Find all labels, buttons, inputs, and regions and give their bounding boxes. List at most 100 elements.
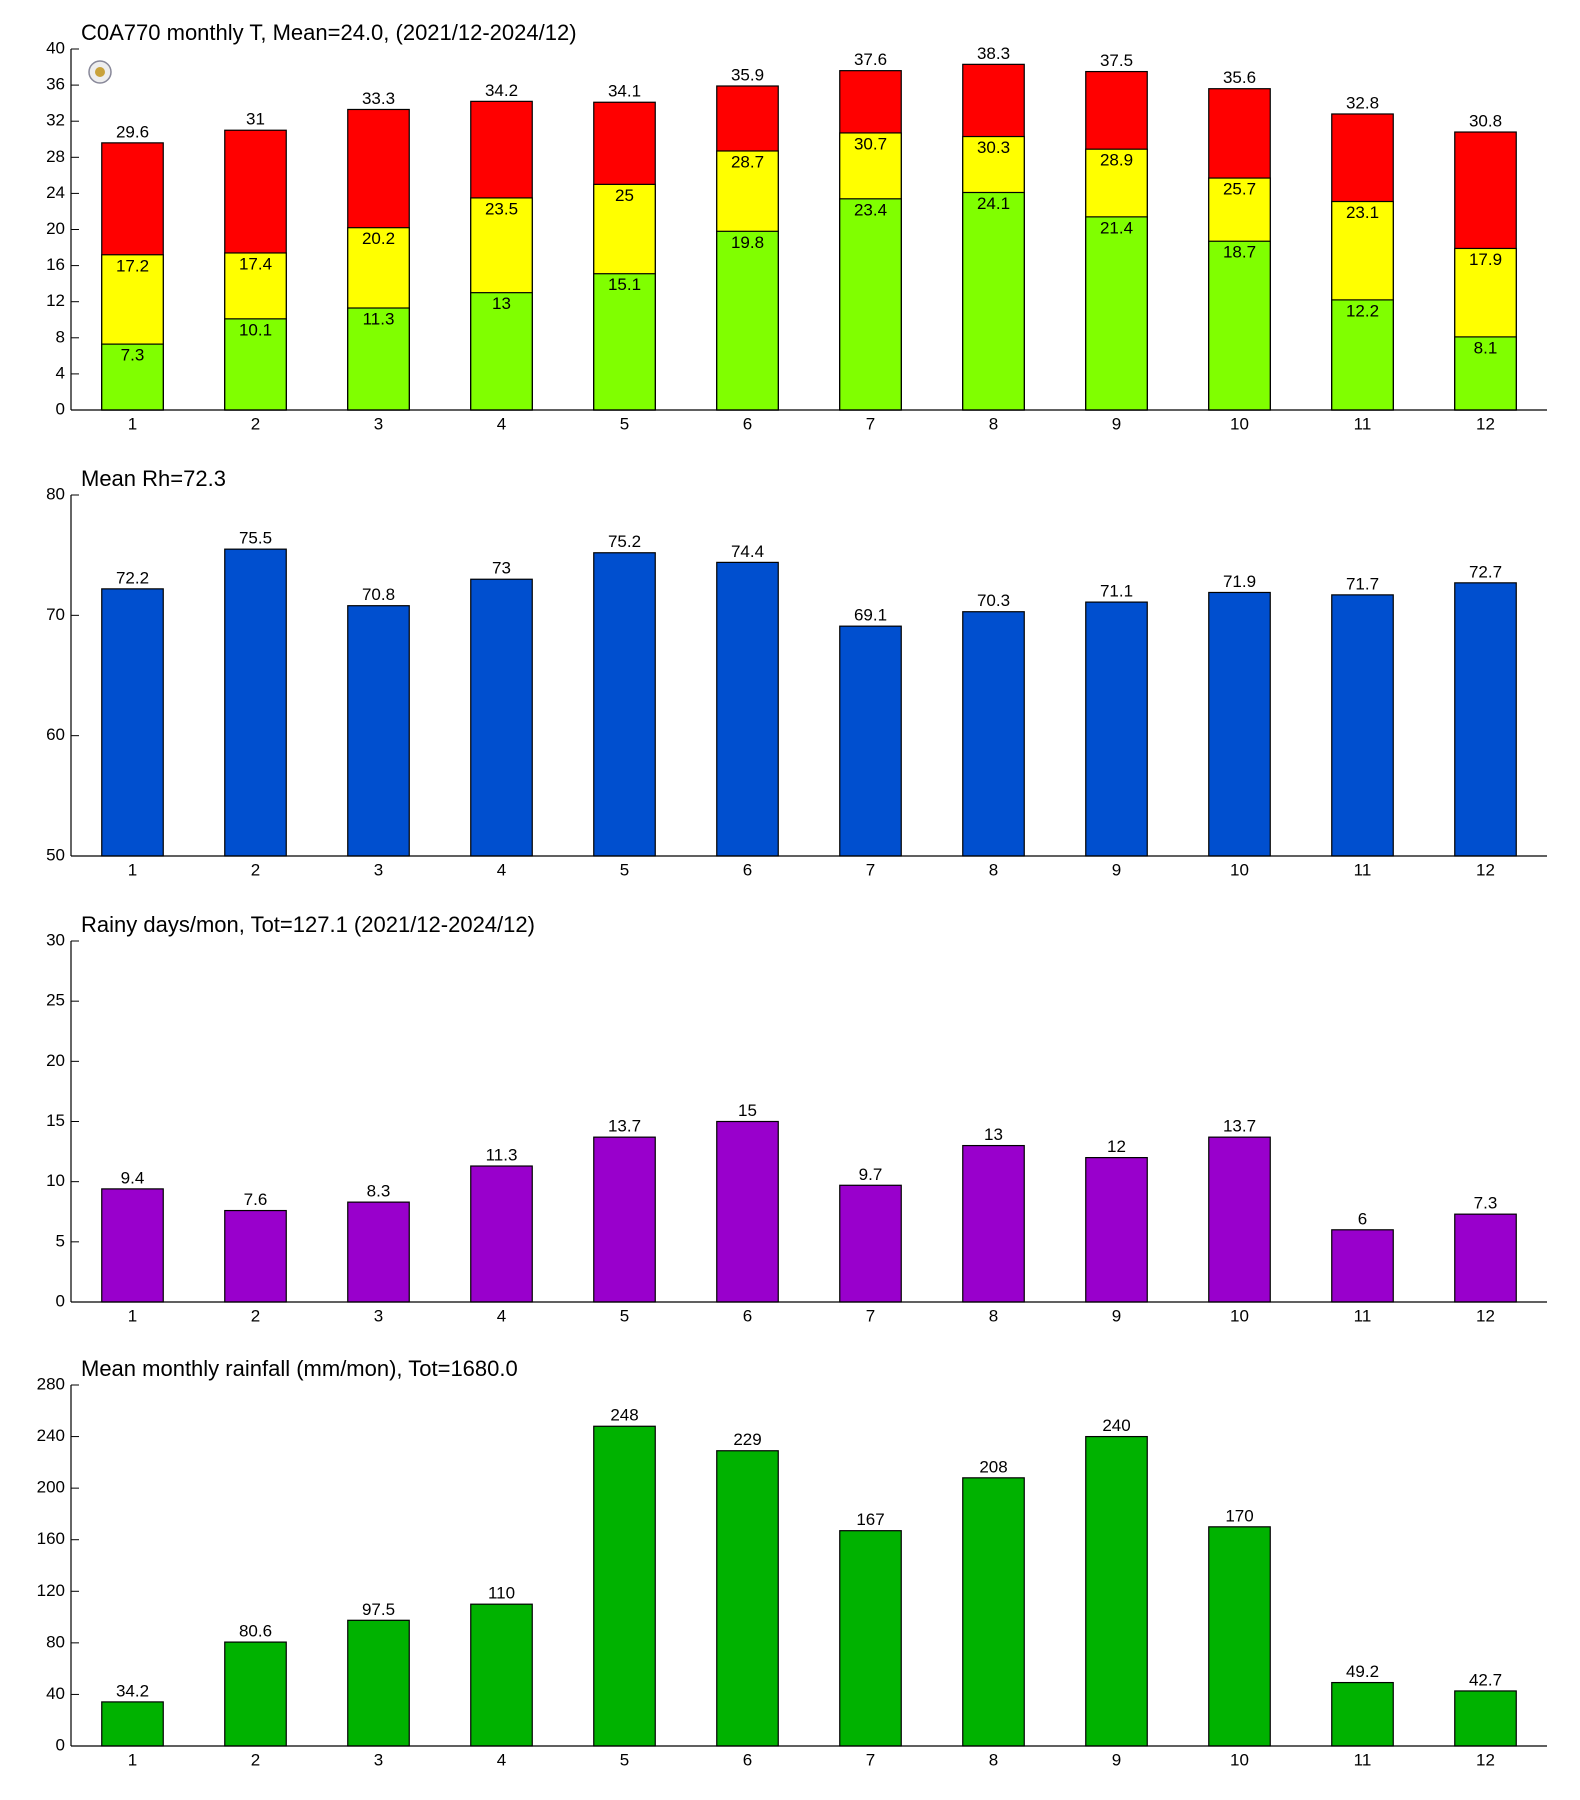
value-label: 69.1	[854, 606, 887, 625]
y-tick-label: 280	[37, 1374, 65, 1393]
value-label: 208	[979, 1457, 1007, 1476]
bar	[716, 561, 779, 857]
x-tick-label: 9	[1112, 414, 1121, 433]
value-label: 9.7	[859, 1165, 883, 1184]
value-label: 23.4	[854, 200, 887, 219]
y-tick-label: 0	[56, 399, 65, 418]
x-tick-label: 8	[989, 1750, 998, 1769]
x-tick-label: 4	[497, 1750, 506, 1769]
x-tick-label: 11	[1354, 860, 1372, 879]
logo	[88, 60, 112, 84]
y-tick-label: 70	[46, 605, 65, 624]
value-label: 7.6	[244, 1190, 268, 1209]
y-tick-label: 240	[37, 1426, 65, 1445]
bar	[1454, 1213, 1517, 1303]
y-tick-label: 32	[46, 111, 65, 130]
value-label: 74.4	[731, 542, 764, 561]
x-tick-label: 7	[866, 1750, 875, 1769]
x-tick-label: 7	[866, 414, 875, 433]
y-tick-label: 10	[46, 1171, 65, 1190]
x-tick-label: 5	[620, 1306, 629, 1325]
bar	[101, 588, 164, 857]
x-tick-label: 8	[989, 1306, 998, 1325]
x-tick-label: 3	[374, 414, 383, 433]
bar	[593, 552, 656, 857]
x-tick-label: 10	[1230, 414, 1249, 433]
value-label: 110	[488, 1584, 515, 1603]
y-tick-label: 80	[46, 1632, 65, 1651]
bar	[1454, 582, 1517, 857]
value-label: 28.9	[1100, 151, 1133, 170]
value-label: 10.1	[239, 320, 272, 339]
bar	[470, 1165, 533, 1303]
value-label: 35.6	[1223, 68, 1256, 87]
y-tick-label: 60	[46, 725, 65, 744]
bar	[716, 1120, 779, 1303]
x-tick-label: 4	[497, 414, 506, 433]
x-tick-label: 11	[1354, 414, 1372, 433]
x-tick-label: 9	[1112, 860, 1121, 879]
value-label: 71.7	[1346, 574, 1379, 593]
bar	[593, 1136, 656, 1303]
x-tick-label: 12	[1476, 1306, 1495, 1325]
bar	[1331, 1229, 1394, 1303]
value-label: 30.3	[977, 138, 1010, 157]
value-label: 72.2	[116, 568, 149, 587]
chart-title: C0A770 monthly T, Mean=24.0, (2021/12-20…	[81, 20, 577, 45]
value-label: 248	[610, 1406, 638, 1425]
value-label: 28.7	[731, 152, 764, 171]
y-tick-label: 12	[46, 291, 65, 310]
value-label: 8.3	[367, 1182, 391, 1201]
bar	[1454, 336, 1517, 411]
value-label: 73	[492, 559, 511, 578]
x-tick-label: 2	[251, 1750, 260, 1769]
bar	[470, 1603, 533, 1747]
value-label: 75.5	[239, 529, 272, 548]
value-label: 31	[246, 110, 265, 129]
value-label: 8.1	[1474, 338, 1498, 357]
value-label: 70.8	[362, 585, 395, 604]
bar	[593, 1425, 656, 1747]
x-tick-label: 11	[1354, 1750, 1372, 1769]
bar	[224, 548, 287, 857]
x-tick-label: 7	[866, 860, 875, 879]
x-tick-label: 10	[1230, 1306, 1249, 1325]
x-tick-label: 3	[374, 1750, 383, 1769]
value-label: 34.1	[608, 82, 641, 101]
bar	[101, 1188, 164, 1303]
y-tick-label: 24	[46, 183, 65, 202]
y-tick-label: 36	[46, 75, 65, 94]
value-label: 240	[1102, 1416, 1130, 1435]
bar	[1208, 1136, 1271, 1303]
value-label: 42.7	[1469, 1670, 1502, 1689]
value-label: 20.2	[362, 229, 395, 248]
x-tick-label: 1	[128, 1306, 137, 1325]
x-tick-label: 6	[743, 1306, 752, 1325]
bar	[839, 1530, 902, 1747]
value-label: 32.8	[1346, 93, 1379, 112]
x-tick-label: 10	[1230, 860, 1249, 879]
value-label: 7.3	[1474, 1194, 1498, 1213]
value-label: 23.5	[485, 199, 518, 218]
x-tick-label: 6	[743, 860, 752, 879]
value-label: 7.3	[121, 346, 145, 365]
y-tick-label: 15	[46, 1111, 65, 1130]
y-tick-label: 4	[56, 363, 65, 382]
y-tick-label: 40	[46, 38, 65, 57]
chart-title: Mean Rh=72.3	[81, 466, 226, 491]
value-label: 19.8	[731, 233, 764, 252]
x-tick-label: 1	[128, 414, 137, 433]
value-label: 30.7	[854, 134, 887, 153]
bar	[716, 1450, 779, 1747]
bar	[224, 1641, 287, 1747]
x-tick-label: 4	[497, 1306, 506, 1325]
x-tick-label: 2	[251, 860, 260, 879]
x-tick-label: 12	[1476, 414, 1495, 433]
bar	[1331, 299, 1394, 411]
value-label: 71.9	[1223, 572, 1256, 591]
value-label: 37.5	[1100, 51, 1133, 70]
value-label: 71.1	[1100, 582, 1133, 601]
x-tick-label: 6	[743, 414, 752, 433]
y-tick-label: 80	[46, 484, 65, 503]
bar	[1085, 216, 1148, 411]
